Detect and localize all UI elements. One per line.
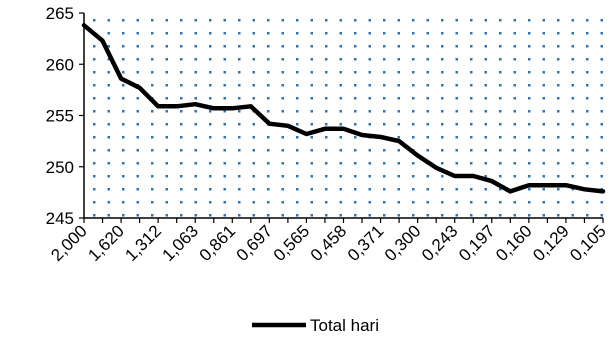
- y-tick-label: 250: [46, 158, 74, 177]
- plot-area: [84, 13, 603, 218]
- data-point: [176, 105, 178, 107]
- series-layer: [81, 23, 606, 194]
- x-tick-label: 1,063: [159, 221, 203, 265]
- y-axis: 245 250 255 260 265: [46, 4, 85, 228]
- data-point: [250, 105, 252, 107]
- data-point: [361, 134, 363, 136]
- y-tick-label: 255: [46, 107, 74, 126]
- data-point: [343, 128, 344, 130]
- x-tick-label: 0,458: [307, 221, 351, 265]
- data-point: [380, 136, 382, 138]
- x-tick-label: 0,371: [344, 221, 388, 265]
- x-tick-label: 0,565: [270, 221, 314, 265]
- data-point: [398, 140, 400, 142]
- data-point: [583, 188, 585, 190]
- data-point: [602, 190, 604, 192]
- data-point: [305, 133, 307, 135]
- data-point: [546, 184, 548, 186]
- x-tick-label: 0,243: [418, 221, 462, 265]
- data-point: [102, 40, 104, 42]
- data-point: [491, 180, 493, 182]
- data-point: [528, 184, 530, 186]
- data-point: [231, 107, 233, 109]
- x-tick-label: 0,160: [492, 221, 536, 265]
- x-tick-label: 1,620: [84, 221, 128, 265]
- x-tick-label: 1,312: [121, 221, 165, 265]
- x-tick-label: 0,197: [455, 221, 499, 265]
- x-tick-label: 0,105: [566, 221, 610, 265]
- data-point: [83, 24, 85, 26]
- data-point: [472, 175, 474, 177]
- data-point: [324, 128, 326, 130]
- x-axis: 2,0001,6201,3121,0630,8610,6970,5650,458…: [47, 217, 610, 265]
- legend: Total hari: [252, 316, 379, 335]
- data-point: [268, 123, 270, 125]
- x-tick-label: 0,129: [529, 221, 573, 265]
- data-point: [157, 105, 159, 107]
- x-tick-label: 0,861: [196, 221, 240, 265]
- data-point: [454, 175, 456, 177]
- data-point: [120, 78, 122, 80]
- legend-label: Total hari: [310, 316, 379, 335]
- x-tick-label: 0,300: [381, 221, 425, 265]
- x-tick-label: 0,697: [233, 221, 277, 265]
- data-point: [509, 190, 511, 192]
- y-tick-label: 260: [46, 55, 74, 74]
- data-point: [417, 154, 419, 156]
- data-point: [213, 107, 215, 109]
- data-point: [287, 125, 289, 127]
- data-point: [194, 103, 196, 105]
- y-tick-label: 245: [46, 209, 74, 228]
- y-tick-label: 265: [46, 4, 74, 23]
- data-point: [565, 184, 567, 186]
- data-point: [139, 87, 141, 89]
- data-point: [435, 167, 437, 169]
